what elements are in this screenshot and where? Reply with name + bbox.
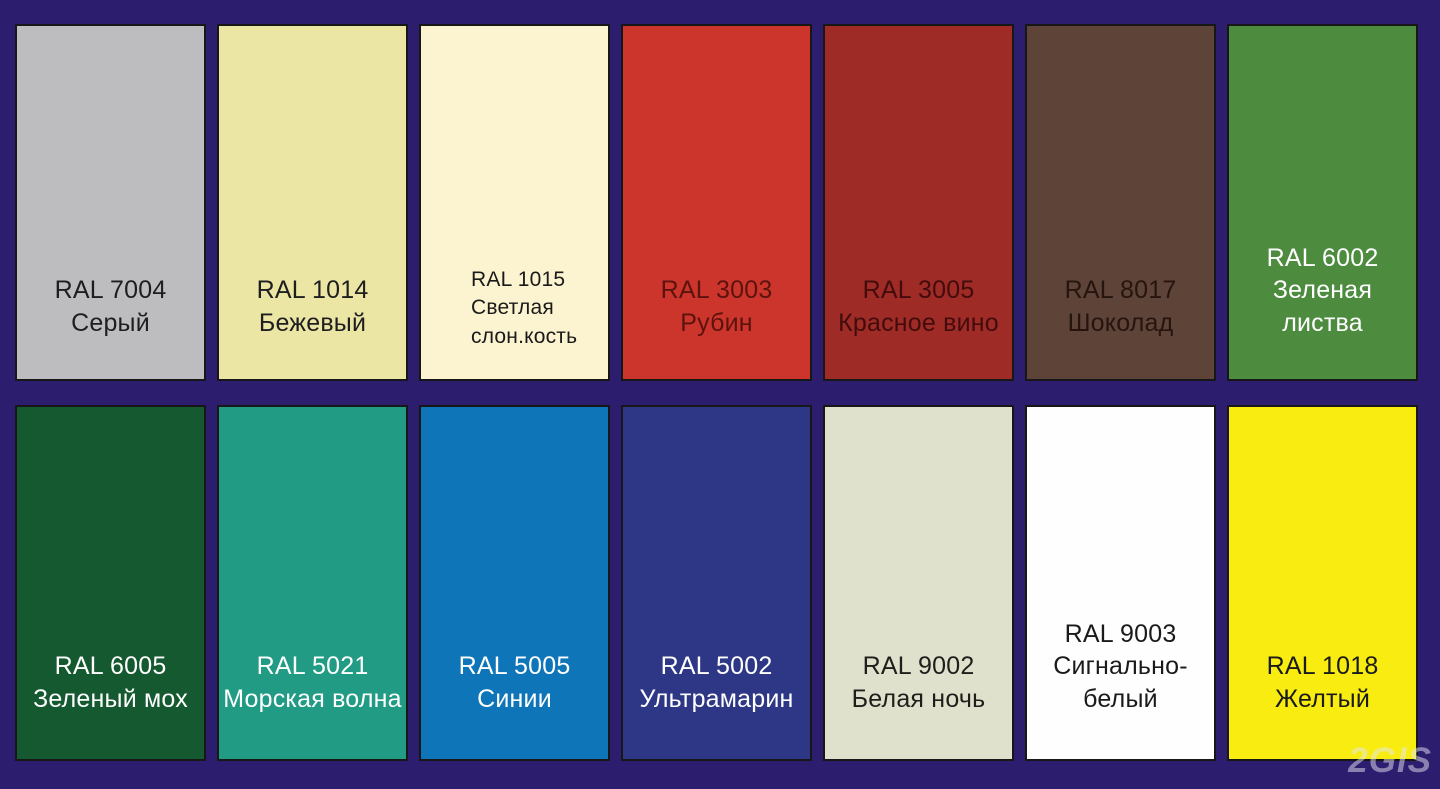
swatch-code: RAL 8017 [1064, 276, 1177, 304]
swatch-code: RAL 1018 [1266, 652, 1379, 680]
swatch-name: Морская волна [223, 684, 402, 713]
swatch-name: Зеленая листва [1272, 276, 1373, 337]
swatch-ral-5005: RAL 5005 Синии [419, 405, 610, 761]
swatch-name: Желтый [1274, 684, 1371, 713]
swatch-code: RAL 3003 [660, 276, 773, 304]
swatch-name: Светлая слон.кость [471, 296, 578, 348]
swatch-code: RAL 6002 [1266, 243, 1379, 272]
swatch-ral-8017: RAL 8017 Шоколад [1025, 24, 1216, 381]
swatch-code: RAL 5005 [458, 652, 571, 680]
swatch-code: RAL 7004 [54, 276, 167, 304]
swatch-name: Белая ночь [851, 684, 986, 713]
swatch-ral-9003: RAL 9003 Сигнально-белый [1025, 405, 1216, 761]
swatch-code: RAL 3005 [862, 276, 975, 304]
swatch-ral-5002: RAL 5002 Ультрамарин [621, 405, 812, 761]
swatch-code: RAL 5002 [660, 652, 773, 680]
swatch-ral-3005: RAL 3005 Красное вино [823, 24, 1014, 381]
swatch-code: RAL 1014 [256, 276, 369, 304]
watermark-2gis-logo: 2GIS [1348, 741, 1432, 780]
swatch-name: Бежевый [258, 308, 367, 337]
swatch-name: Ультрамарин [639, 684, 794, 713]
swatch-code: RAL 1015 [471, 267, 566, 291]
swatch-name: Рубин [680, 308, 753, 337]
swatch-ral-5021: RAL 5021 Морская волна [217, 405, 408, 761]
swatch-ral-1015: RAL 1015 Светлая слон.кость [419, 24, 610, 381]
swatch-name: Зеленый мох [33, 684, 188, 713]
swatch-ral-6005: RAL 6005 Зеленый мох [15, 405, 206, 761]
swatch-name: Серый [71, 308, 150, 337]
swatch-code: RAL 9002 [862, 652, 975, 680]
swatch-ral-1018: RAL 1018 Желтый [1227, 405, 1418, 761]
swatch-code: RAL 9003 [1064, 619, 1177, 648]
swatch-name: Синии [477, 684, 552, 713]
swatch-name: Сигнально-белый [1053, 652, 1188, 713]
swatch-name: Шоколад [1067, 308, 1174, 337]
swatch-code: RAL 6005 [54, 652, 167, 680]
swatch-ral-3003: RAL 3003 Рубин [621, 24, 812, 381]
swatch-ral-1014: RAL 1014 Бежевый [217, 24, 408, 381]
swatch-name: Красное вино [838, 308, 999, 337]
swatch-ral-6002: RAL 6002 Зеленая листва [1227, 24, 1418, 381]
swatch-code: RAL 5021 [256, 652, 369, 680]
swatch-ral-9002: RAL 9002 Белая ночь [823, 405, 1014, 761]
swatch-ral-7004: RAL 7004 Серый [15, 24, 206, 381]
